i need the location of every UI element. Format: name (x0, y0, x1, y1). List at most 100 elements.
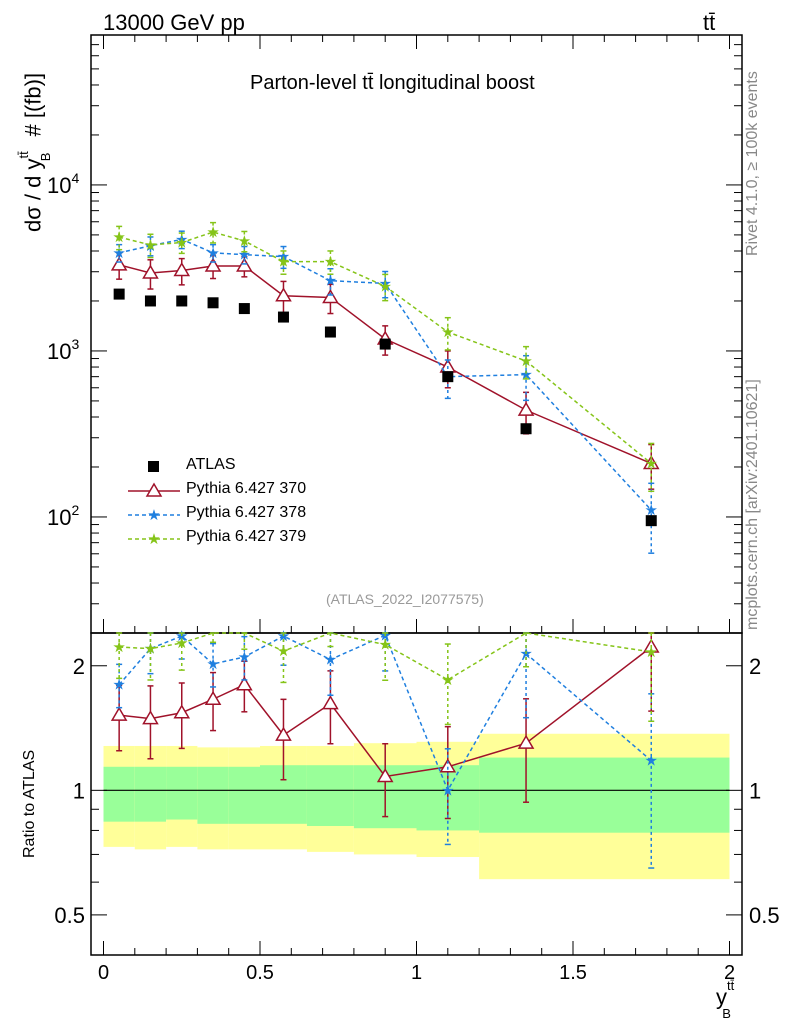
legend-marker-p370 (128, 482, 180, 497)
ratio-point-p378: ★ (206, 656, 219, 673)
data-point-p370 (142, 264, 159, 279)
series-atlas (113, 288, 657, 527)
ratio-point-p379: ★ (441, 672, 454, 689)
legend-marker-p379: ★ (128, 531, 180, 548)
ratio-point-p379: ★ (277, 643, 290, 660)
data-point-p378: ★ (238, 247, 251, 264)
ratio-y-axis: 0.5 0.5 1 1 2 2 (54, 654, 779, 928)
inner-uncertainty-band (306, 765, 354, 826)
y-tick-label: 104 (47, 170, 79, 198)
ratio-point-p370 (517, 734, 535, 749)
ratio-point-p378: ★ (519, 646, 532, 663)
x-tick-label: 2 (724, 962, 735, 984)
data-point-p379: ★ (112, 229, 125, 246)
ratio-point-p378: ★ (441, 782, 454, 799)
series-line-p379 (118, 231, 652, 465)
ratio-point-p378: ★ (324, 652, 337, 669)
ratio-point-p378: ★ (238, 649, 251, 666)
ratio-tick-label: 1 (73, 778, 85, 803)
ratio-point-p379: ★ (378, 637, 391, 654)
mcplots-label: mcplots.cern.ch [arXiv:2401.10621] (744, 379, 761, 630)
x-axis-label-sup: tt̄ (727, 978, 735, 993)
data-point-p378: ★ (378, 275, 391, 292)
ratio-point-p379: ★ (144, 641, 157, 658)
ratio-bands (103, 733, 730, 880)
y-tick-label: 103 (47, 336, 79, 364)
collision-energy-label: 13000 GeV pp (103, 10, 245, 35)
data-point-atlas (144, 295, 156, 307)
ratio-tick-label: 2 (73, 654, 85, 679)
data-point-p379: ★ (324, 254, 337, 271)
ratio-tick-label: 1 (749, 778, 761, 803)
data-point-atlas (207, 297, 219, 309)
y-axis-label: dσ / d ytt̄ B # [(fb)] (16, 72, 53, 233)
ratio-point-p370 (142, 710, 159, 725)
data-point-p379: ★ (441, 324, 454, 341)
data-point-p379: ★ (238, 233, 251, 250)
ratio-tick-label: 0.5 (749, 903, 780, 928)
ratio-tick-label: 2 (749, 654, 761, 679)
x-tick-label: 0.5 (246, 962, 274, 984)
y-tick-label-exponent: 2 (71, 502, 79, 518)
process-label: tt̄ (703, 10, 716, 35)
data-point-p370 (275, 287, 292, 302)
inner-uncertainty-band (103, 766, 135, 822)
ratio-line-p378 (118, 634, 652, 793)
ratio-series-p370 (110, 632, 660, 820)
legend-marker-atlas (148, 461, 159, 472)
series-line-p378 (118, 238, 652, 511)
data-point-p370 (236, 257, 253, 272)
data-point-p379: ★ (645, 455, 658, 472)
data-point-p370 (110, 256, 128, 271)
x-tick-label: 0 (98, 962, 109, 984)
data-point-atlas (176, 295, 188, 307)
inner-uncertainty-band (228, 766, 260, 824)
svg-text:★: ★ (147, 507, 160, 524)
ratio-series-p379: ★ ★ ★ ★ ★ ★ ★ (112, 632, 658, 726)
ratio-point-p379: ★ (645, 644, 658, 661)
data-point-p370 (517, 401, 535, 416)
data-point-atlas (645, 515, 657, 527)
analysis-id: (ATLAS_2022_I2077575) (326, 591, 484, 607)
data-point-atlas (379, 338, 391, 350)
y-tick-label-exponent: 4 (71, 170, 79, 186)
x-axis-label-sub: B (722, 1005, 731, 1021)
inner-uncertainty-band (166, 766, 198, 820)
ratio-axis-label: Ratio to ATLAS (21, 749, 38, 858)
ratio-series-p378: ★★★★ ★★★★★★★ (112, 627, 658, 869)
ratio-point-p379: ★ (175, 635, 188, 652)
ratio-point-p370 (322, 695, 339, 710)
data-point-p378: ★ (324, 273, 337, 290)
data-point-atlas (442, 371, 454, 383)
legend-label-atlas: ATLAS (186, 456, 236, 473)
inner-uncertainty-band (134, 766, 167, 822)
data-point-atlas (277, 311, 289, 323)
data-point-atlas (238, 303, 250, 315)
data-point-p370 (322, 288, 339, 304)
ratio-point-p370 (236, 676, 253, 691)
ratio-point-p378: ★ (175, 628, 188, 645)
x-axis-label: ytt̄ B (716, 978, 743, 1021)
data-point-p378: ★ (206, 245, 219, 262)
ratio-point-p370 (110, 706, 128, 721)
data-point-p379: ★ (519, 353, 532, 370)
ratio-point-p378: ★ (277, 628, 290, 645)
y-axis-label-tail: # [(fb)] (20, 72, 46, 143)
ratio-point-p379: ★ (112, 639, 125, 656)
data-point-atlas (324, 326, 336, 338)
data-point-p379: ★ (206, 224, 219, 241)
data-point-p370 (204, 257, 222, 272)
y-axis-label-sup: tt̄ (16, 151, 31, 159)
svg-text:★: ★ (147, 531, 160, 548)
x-tick-label: 1 (411, 962, 422, 984)
y-axis-label-main: dσ / d y (20, 158, 46, 233)
y-tick-label-exponent: 3 (71, 336, 79, 352)
data-point-p379: ★ (175, 234, 188, 251)
y-axis-label-sub: B (37, 152, 53, 162)
ratio-point-p378: ★ (112, 677, 125, 694)
x-axis-label-main: y (716, 984, 727, 1010)
legend-label-p379: Pythia 6.427 379 (186, 528, 307, 545)
data-point-atlas (113, 288, 125, 300)
data-point-atlas (520, 423, 532, 435)
